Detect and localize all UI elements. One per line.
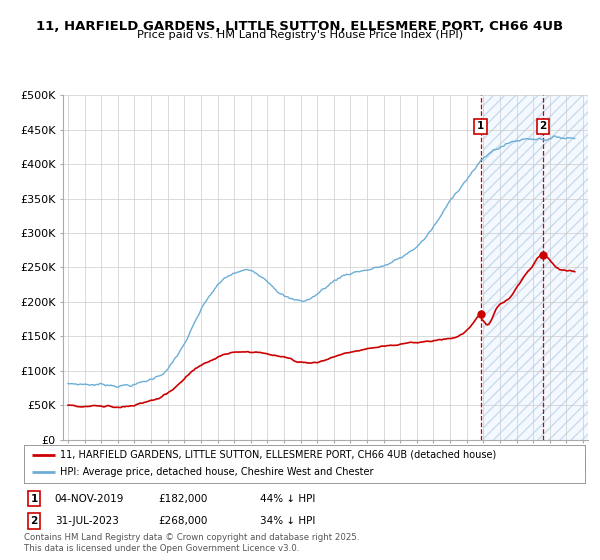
Bar (484, 95, 588, 440)
Text: 11, HARFIELD GARDENS, LITTLE SUTTON, ELLESMERE PORT, CH66 4UB (detached house): 11, HARFIELD GARDENS, LITTLE SUTTON, ELL… (61, 450, 497, 460)
Text: £182,000: £182,000 (158, 493, 208, 503)
Text: 04-NOV-2019: 04-NOV-2019 (55, 493, 124, 503)
Text: 44% ↓ HPI: 44% ↓ HPI (260, 493, 315, 503)
Text: 1: 1 (477, 121, 484, 131)
Text: 2: 2 (31, 516, 38, 526)
Text: 11, HARFIELD GARDENS, LITTLE SUTTON, ELLESMERE PORT, CH66 4UB: 11, HARFIELD GARDENS, LITTLE SUTTON, ELL… (37, 20, 563, 32)
Text: Price paid vs. HM Land Registry's House Price Index (HPI): Price paid vs. HM Land Registry's House … (137, 30, 463, 40)
Text: £268,000: £268,000 (158, 516, 208, 526)
Text: 2: 2 (539, 121, 547, 131)
Text: 1: 1 (31, 493, 38, 503)
Text: Contains HM Land Registry data © Crown copyright and database right 2025.
This d: Contains HM Land Registry data © Crown c… (24, 533, 359, 553)
Text: 31-JUL-2023: 31-JUL-2023 (55, 516, 119, 526)
Bar (484, 95, 588, 440)
Text: 34% ↓ HPI: 34% ↓ HPI (260, 516, 315, 526)
Text: HPI: Average price, detached house, Cheshire West and Chester: HPI: Average price, detached house, Ches… (61, 468, 374, 478)
